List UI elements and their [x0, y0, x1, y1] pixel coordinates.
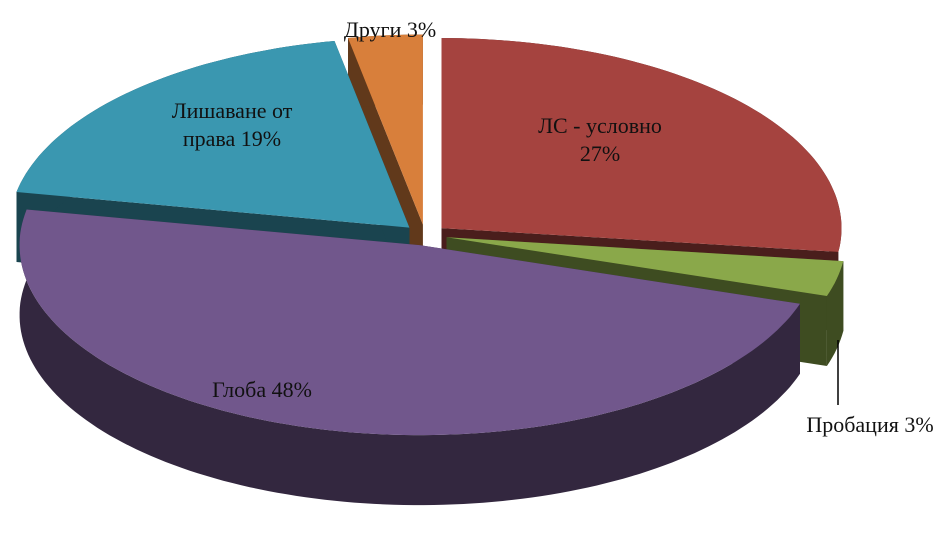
- slice-label: Други 3%: [310, 16, 470, 44]
- category-label: Глоба: [212, 377, 267, 402]
- category-label: Други: [343, 17, 402, 42]
- slice-side: [19, 209, 801, 506]
- slice: [348, 34, 423, 225]
- slice-side: [826, 261, 844, 366]
- category-label: Лишаване от права: [171, 98, 293, 151]
- slice-label: Пробация 3%: [770, 411, 952, 439]
- slice-label: ЛС - условно 27%: [525, 112, 675, 168]
- value-label: 3%: [904, 412, 934, 437]
- slice: [446, 237, 844, 296]
- slice-label: Лишаване от права 19%: [147, 97, 317, 153]
- value-label: 3%: [406, 17, 437, 42]
- category-label: ЛС - условно: [538, 113, 662, 138]
- slice: [16, 41, 410, 228]
- value-label: 48%: [271, 377, 312, 402]
- slice: [441, 38, 842, 252]
- value-label: 27%: [579, 141, 621, 166]
- slice-label: Глоба 48%: [152, 376, 372, 404]
- category-label: Пробация: [806, 412, 899, 437]
- value-label: 19%: [240, 126, 282, 151]
- slice: [19, 209, 801, 436]
